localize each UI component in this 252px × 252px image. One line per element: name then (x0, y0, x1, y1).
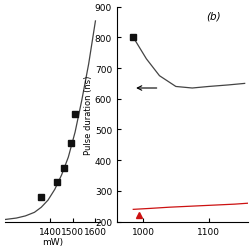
Text: (b): (b) (205, 12, 220, 22)
Y-axis label: Pulse duration (ns): Pulse duration (ns) (84, 75, 93, 154)
X-axis label: mW): mW) (42, 237, 63, 246)
